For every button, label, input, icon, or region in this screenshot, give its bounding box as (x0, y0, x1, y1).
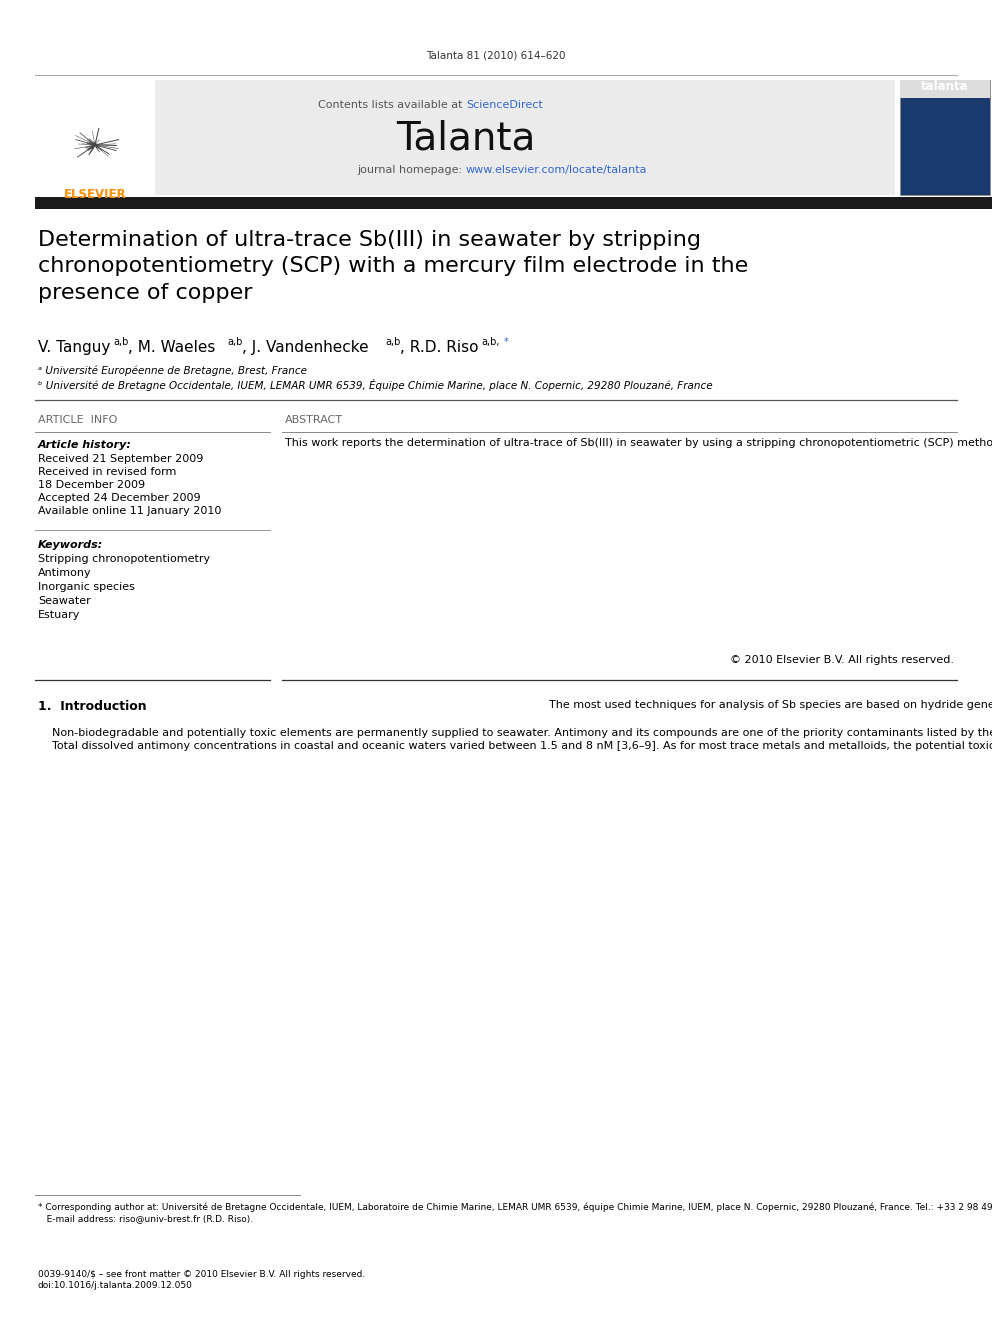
Text: Seawater: Seawater (38, 595, 90, 606)
Text: Determination of ultra-trace Sb(III) in seawater by stripping
chronopotentiometr: Determination of ultra-trace Sb(III) in … (38, 230, 748, 303)
Text: 18 December 2009: 18 December 2009 (38, 480, 145, 490)
Text: a,b: a,b (113, 337, 128, 347)
Text: ARTICLE  INFO: ARTICLE INFO (38, 415, 117, 425)
Text: Keywords:: Keywords: (38, 540, 103, 550)
Bar (35, 79, 155, 194)
Text: Contents lists available at: Contents lists available at (318, 101, 466, 110)
Text: Received 21 September 2009: Received 21 September 2009 (38, 454, 203, 464)
Text: Article history:: Article history: (38, 441, 132, 450)
Text: ᵇ Université de Bretagne Occidentale, IUEM, LEMAR UMR 6539, Équipe Chimie Marine: ᵇ Université de Bretagne Occidentale, IU… (38, 378, 712, 392)
Text: Accepted 24 December 2009: Accepted 24 December 2009 (38, 493, 200, 503)
Text: © 2010 Elsevier B.V. All rights reserved.: © 2010 Elsevier B.V. All rights reserved… (730, 655, 954, 665)
Text: journal homepage:: journal homepage: (357, 165, 466, 175)
Text: ScienceDirect: ScienceDirect (466, 101, 543, 110)
Text: ELSEVIER: ELSEVIER (63, 188, 126, 201)
Bar (900, 79, 990, 98)
Text: The most used techniques for analysis of Sb species are based on hydride generat: The most used techniques for analysis of… (535, 700, 992, 710)
Text: ᵃ Université Européenne de Bretagne, Brest, France: ᵃ Université Européenne de Bretagne, Bre… (38, 365, 307, 376)
Text: a,b,: a,b, (481, 337, 500, 347)
Text: Inorganic species: Inorganic species (38, 582, 135, 591)
Text: Received in revised form: Received in revised form (38, 467, 177, 478)
Bar (35, 197, 992, 209)
Text: Non-biodegradable and potentially toxic elements are permanently supplied to sea: Non-biodegradable and potentially toxic … (38, 728, 992, 751)
Text: , R.D. Riso: , R.D. Riso (400, 340, 478, 355)
Text: www.elsevier.com/locate/talanta: www.elsevier.com/locate/talanta (466, 165, 648, 175)
Text: , J. Vandenhecke: , J. Vandenhecke (242, 340, 369, 355)
Text: Talanta: Talanta (397, 120, 536, 157)
Text: ABSTRACT: ABSTRACT (285, 415, 343, 425)
Text: Stripping chronopotentiometry: Stripping chronopotentiometry (38, 554, 210, 564)
Text: talanta: talanta (922, 79, 969, 93)
Text: V. Tanguy: V. Tanguy (38, 340, 110, 355)
Text: 0039-9140/$ – see front matter © 2010 Elsevier B.V. All rights reserved.
doi:10.: 0039-9140/$ – see front matter © 2010 El… (38, 1270, 365, 1290)
Text: This work reports the determination of ultra-trace of Sb(III) in seawater by usi: This work reports the determination of u… (285, 438, 992, 448)
Text: a,b: a,b (385, 337, 401, 347)
Text: *: * (504, 337, 509, 347)
Text: Estuary: Estuary (38, 610, 80, 620)
Text: Antimony: Antimony (38, 568, 91, 578)
Bar (900, 79, 990, 194)
Text: Talanta 81 (2010) 614–620: Talanta 81 (2010) 614–620 (427, 50, 565, 60)
Bar (35, 79, 895, 194)
Text: Available online 11 January 2010: Available online 11 January 2010 (38, 505, 221, 516)
Text: 1.  Introduction: 1. Introduction (38, 700, 147, 713)
Text: a,b: a,b (227, 337, 242, 347)
Text: , M. Waeles: , M. Waeles (128, 340, 215, 355)
Text: * Corresponding author at: Université de Bretagne Occidentale, IUEM, Laboratoire: * Corresponding author at: Université de… (38, 1203, 992, 1222)
